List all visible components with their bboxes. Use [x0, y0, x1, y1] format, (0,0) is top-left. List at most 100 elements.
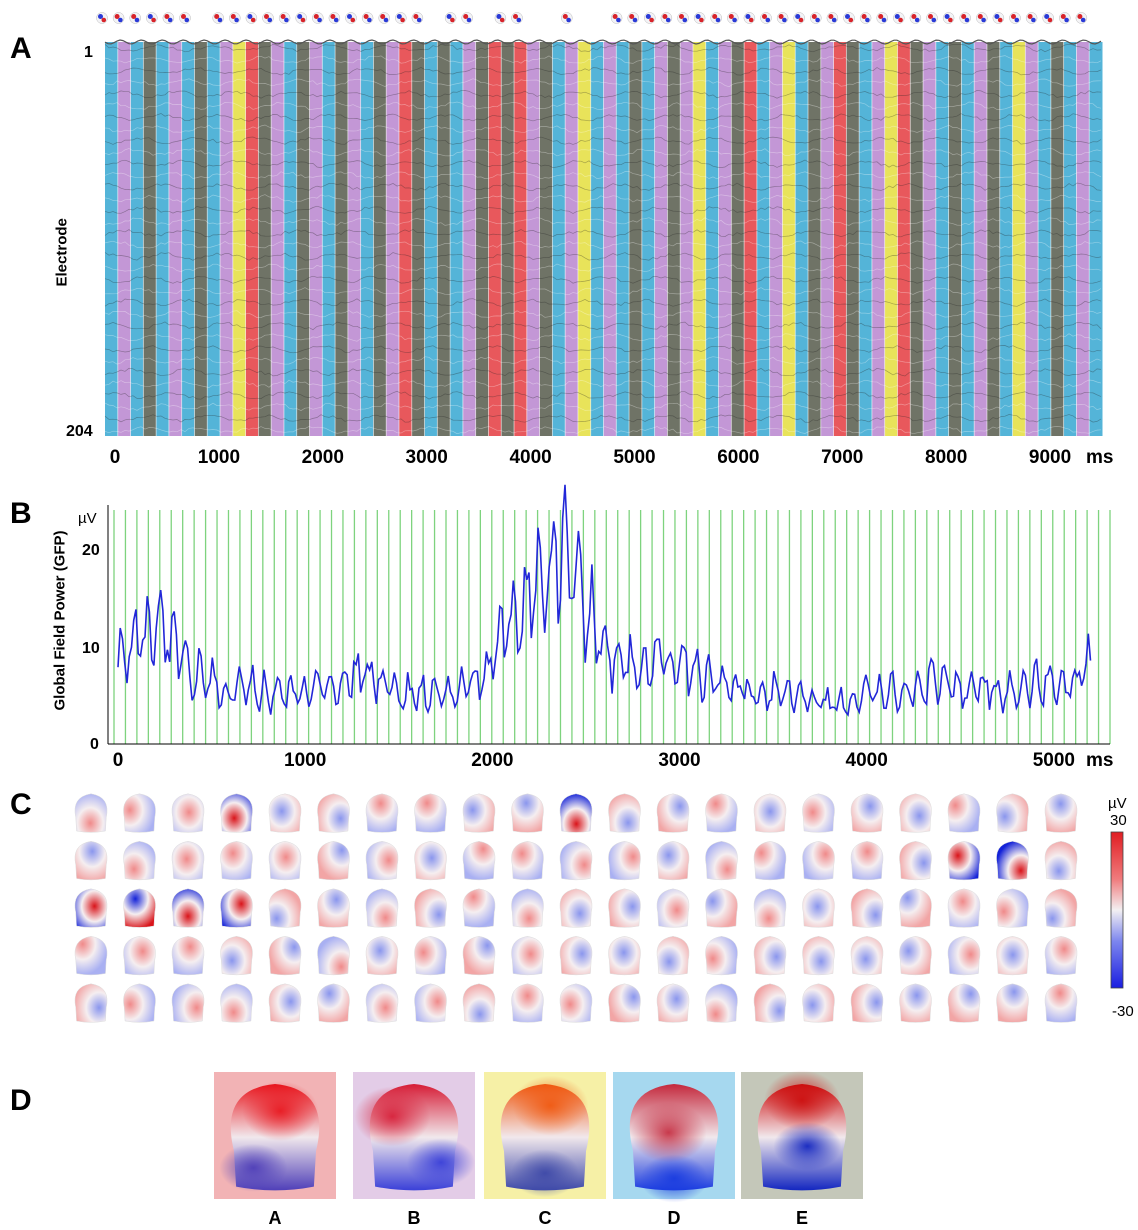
topomap-head [608, 936, 641, 976]
mini-topomap-pole [715, 17, 721, 23]
topomap-head [171, 793, 205, 833]
electrode-trace [104, 55, 1102, 64]
topomap-head [996, 888, 1029, 928]
mini-topomap-pole [778, 14, 784, 19]
positive-pole [354, 1086, 431, 1147]
state-segment [309, 42, 323, 436]
mini-topomap-pole [831, 17, 837, 23]
mini-topomap-pole [732, 17, 737, 23]
panel-b-y-tick-0: 0 [90, 736, 99, 753]
topomap-head [850, 793, 884, 833]
topomap-head [220, 936, 253, 976]
template-label-d: D [667, 1208, 681, 1228]
panel-c-scale-min: -30 [1112, 1003, 1134, 1020]
state-segment [1012, 42, 1026, 436]
mini-topomap-pole [815, 17, 820, 23]
state-segment [181, 42, 195, 436]
topomap-head [414, 841, 447, 881]
mini-topomap-pole [848, 17, 854, 23]
topomap-head [1044, 793, 1078, 833]
panel-a-x-tick: 2000 [301, 447, 344, 468]
mini-topomap-pole [928, 14, 933, 19]
mini-topomap-pole [347, 14, 352, 19]
state-segment [846, 42, 860, 436]
positive-pole [242, 1081, 319, 1141]
state-segment [603, 42, 617, 436]
gfp-line [117, 484, 1092, 717]
panel-a-butterfly-plot [96, 12, 1103, 436]
mini-topomap-pole [765, 17, 771, 23]
state-segment [667, 42, 681, 436]
mini-topomap-pole [230, 14, 236, 19]
topomap-head [559, 936, 593, 976]
mini-topomap-pole [131, 14, 137, 19]
state-segment [514, 42, 528, 436]
mini-topomap-pole [446, 14, 452, 19]
electrode-trace [104, 309, 1102, 319]
color-scale-bar [1110, 831, 1124, 989]
state-segment [961, 42, 975, 436]
mini-topomap-pole [894, 14, 900, 19]
mini-topomap-pole [948, 17, 953, 23]
mini-topomap-pole [330, 14, 336, 19]
electrode-trace [104, 367, 1102, 377]
topomap-head [559, 793, 593, 833]
mini-topomap-pole [898, 17, 903, 23]
topomap-head [462, 888, 496, 928]
state-segment [897, 42, 911, 436]
state-segment [526, 42, 541, 436]
state-segment [232, 42, 247, 436]
electrode-trace [104, 113, 1102, 122]
panel-b-x-tick: 2000 [471, 750, 514, 771]
mini-topomap-pole [629, 14, 635, 19]
mini-topomap-pole [284, 17, 289, 23]
topomap-head [220, 841, 253, 881]
template-label-c: C [538, 1208, 552, 1228]
topomap-head [511, 888, 544, 928]
mini-topomap-pole [413, 14, 419, 19]
electrode-trace [104, 90, 1102, 99]
topomap-head [414, 888, 447, 928]
topomap-head [123, 841, 156, 881]
panel-b-x-tick: 3000 [658, 750, 701, 771]
topomap-head [462, 793, 496, 833]
topomap-head [220, 793, 253, 833]
panel-b-label: B [10, 497, 32, 530]
mini-topomap-pole [450, 17, 455, 23]
state-segment [488, 42, 502, 436]
topomap-head [899, 936, 932, 976]
state-segment [398, 42, 413, 436]
topomap-head [899, 793, 932, 833]
state-segment [769, 42, 783, 436]
state-segment [475, 42, 489, 436]
mini-topomap-pole [861, 14, 867, 19]
topomap-head [268, 888, 302, 928]
mini-topomap-pole [944, 14, 950, 19]
mini-topomap-pole [164, 14, 170, 19]
state-segment [808, 42, 822, 436]
state-segment [450, 42, 464, 436]
electrode-trace [104, 414, 1102, 423]
mini-topomap-pole [566, 17, 571, 23]
state-segment [795, 42, 809, 436]
topomap-head [899, 888, 932, 928]
topomap-head [462, 936, 496, 976]
state-segment [168, 42, 183, 436]
state-segment [833, 42, 847, 436]
panel-b-x-unit: ms [1086, 750, 1114, 771]
state-segment [744, 42, 758, 436]
electrode-trace [104, 425, 1102, 435]
state-segment [347, 42, 362, 436]
panel-b-gfp-plot [107, 484, 1111, 745]
template-label-e: E [795, 1208, 808, 1228]
negative-pole [219, 1143, 288, 1192]
state-segment [641, 42, 656, 436]
topomap-head [996, 793, 1029, 833]
topomap-head [1044, 983, 1078, 1023]
state-segment [283, 42, 298, 436]
state-segment [117, 42, 132, 436]
mini-topomap-pole [782, 17, 787, 23]
topomap-head [220, 888, 253, 928]
topomap-head [705, 841, 738, 881]
panel-a-x-unit: ms [1086, 447, 1114, 468]
